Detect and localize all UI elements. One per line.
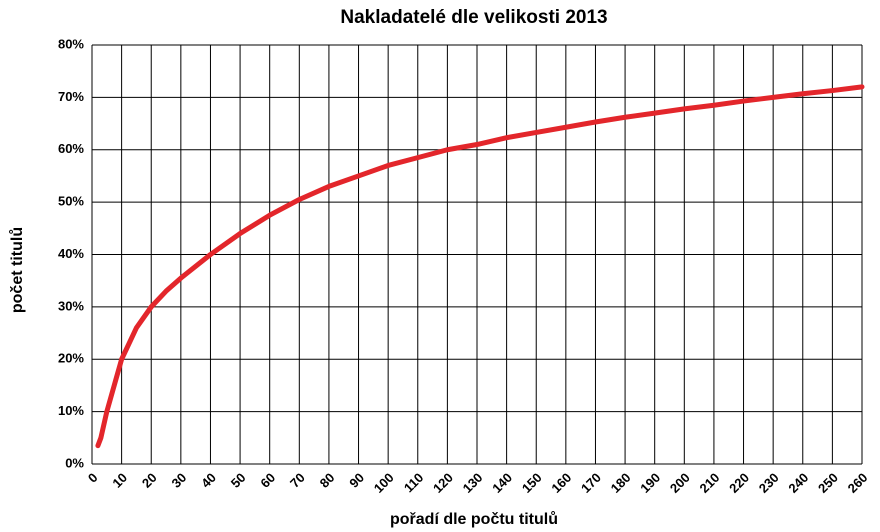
x-tick-label: 230	[756, 470, 782, 496]
x-tick-label: 40	[198, 470, 219, 491]
y-tick-label: 40%	[58, 246, 84, 261]
y-tick-label: 70%	[58, 89, 84, 104]
x-tick-label: 90	[346, 470, 367, 491]
x-tick-label: 10	[109, 470, 130, 491]
y-axis-label: počet titulů	[9, 227, 26, 313]
data-line	[95, 84, 865, 449]
y-tick-label: 50%	[58, 194, 84, 209]
x-tick-label: 0	[85, 470, 101, 486]
y-tick-label: 80%	[58, 36, 84, 51]
x-tick-label: 240	[785, 470, 811, 496]
x-tick-label: 200	[667, 470, 693, 496]
x-tick-label: 70	[287, 470, 308, 491]
x-tick-label: 160	[548, 470, 574, 496]
x-tick-label: 30	[169, 470, 190, 491]
x-tick-label: 140	[489, 470, 515, 496]
x-tick-label: 210	[697, 470, 723, 496]
x-tick-label: 100	[371, 470, 397, 496]
y-tick-label: 0%	[65, 455, 84, 470]
y-tick-label: 60%	[58, 141, 84, 156]
x-tick-label: 130	[460, 470, 486, 496]
x-tick-label: 170	[578, 470, 604, 496]
y-tick-label: 10%	[58, 403, 84, 418]
x-tick-label: 150	[519, 470, 545, 496]
y-tick-label: 20%	[58, 351, 84, 366]
x-tick-label: 180	[608, 470, 634, 496]
x-tick-label: 260	[845, 470, 871, 496]
x-tick-label: 60	[257, 470, 278, 491]
x-tick-label: 80	[317, 470, 338, 491]
x-tick-label: 190	[637, 470, 663, 496]
y-tick-label: 30%	[58, 298, 84, 313]
x-tick-label: 50	[228, 470, 249, 491]
x-tick-label: 110	[401, 470, 426, 495]
x-axis-label: pořadí dle počtu titulů	[390, 511, 558, 528]
x-tick-label: 250	[815, 470, 841, 496]
x-tick-label: 220	[726, 470, 752, 496]
x-tick-label: 120	[430, 470, 456, 496]
chart-title: Nakladatelé dle velikosti 2013	[340, 7, 607, 28]
x-tick-label: 20	[139, 470, 160, 491]
